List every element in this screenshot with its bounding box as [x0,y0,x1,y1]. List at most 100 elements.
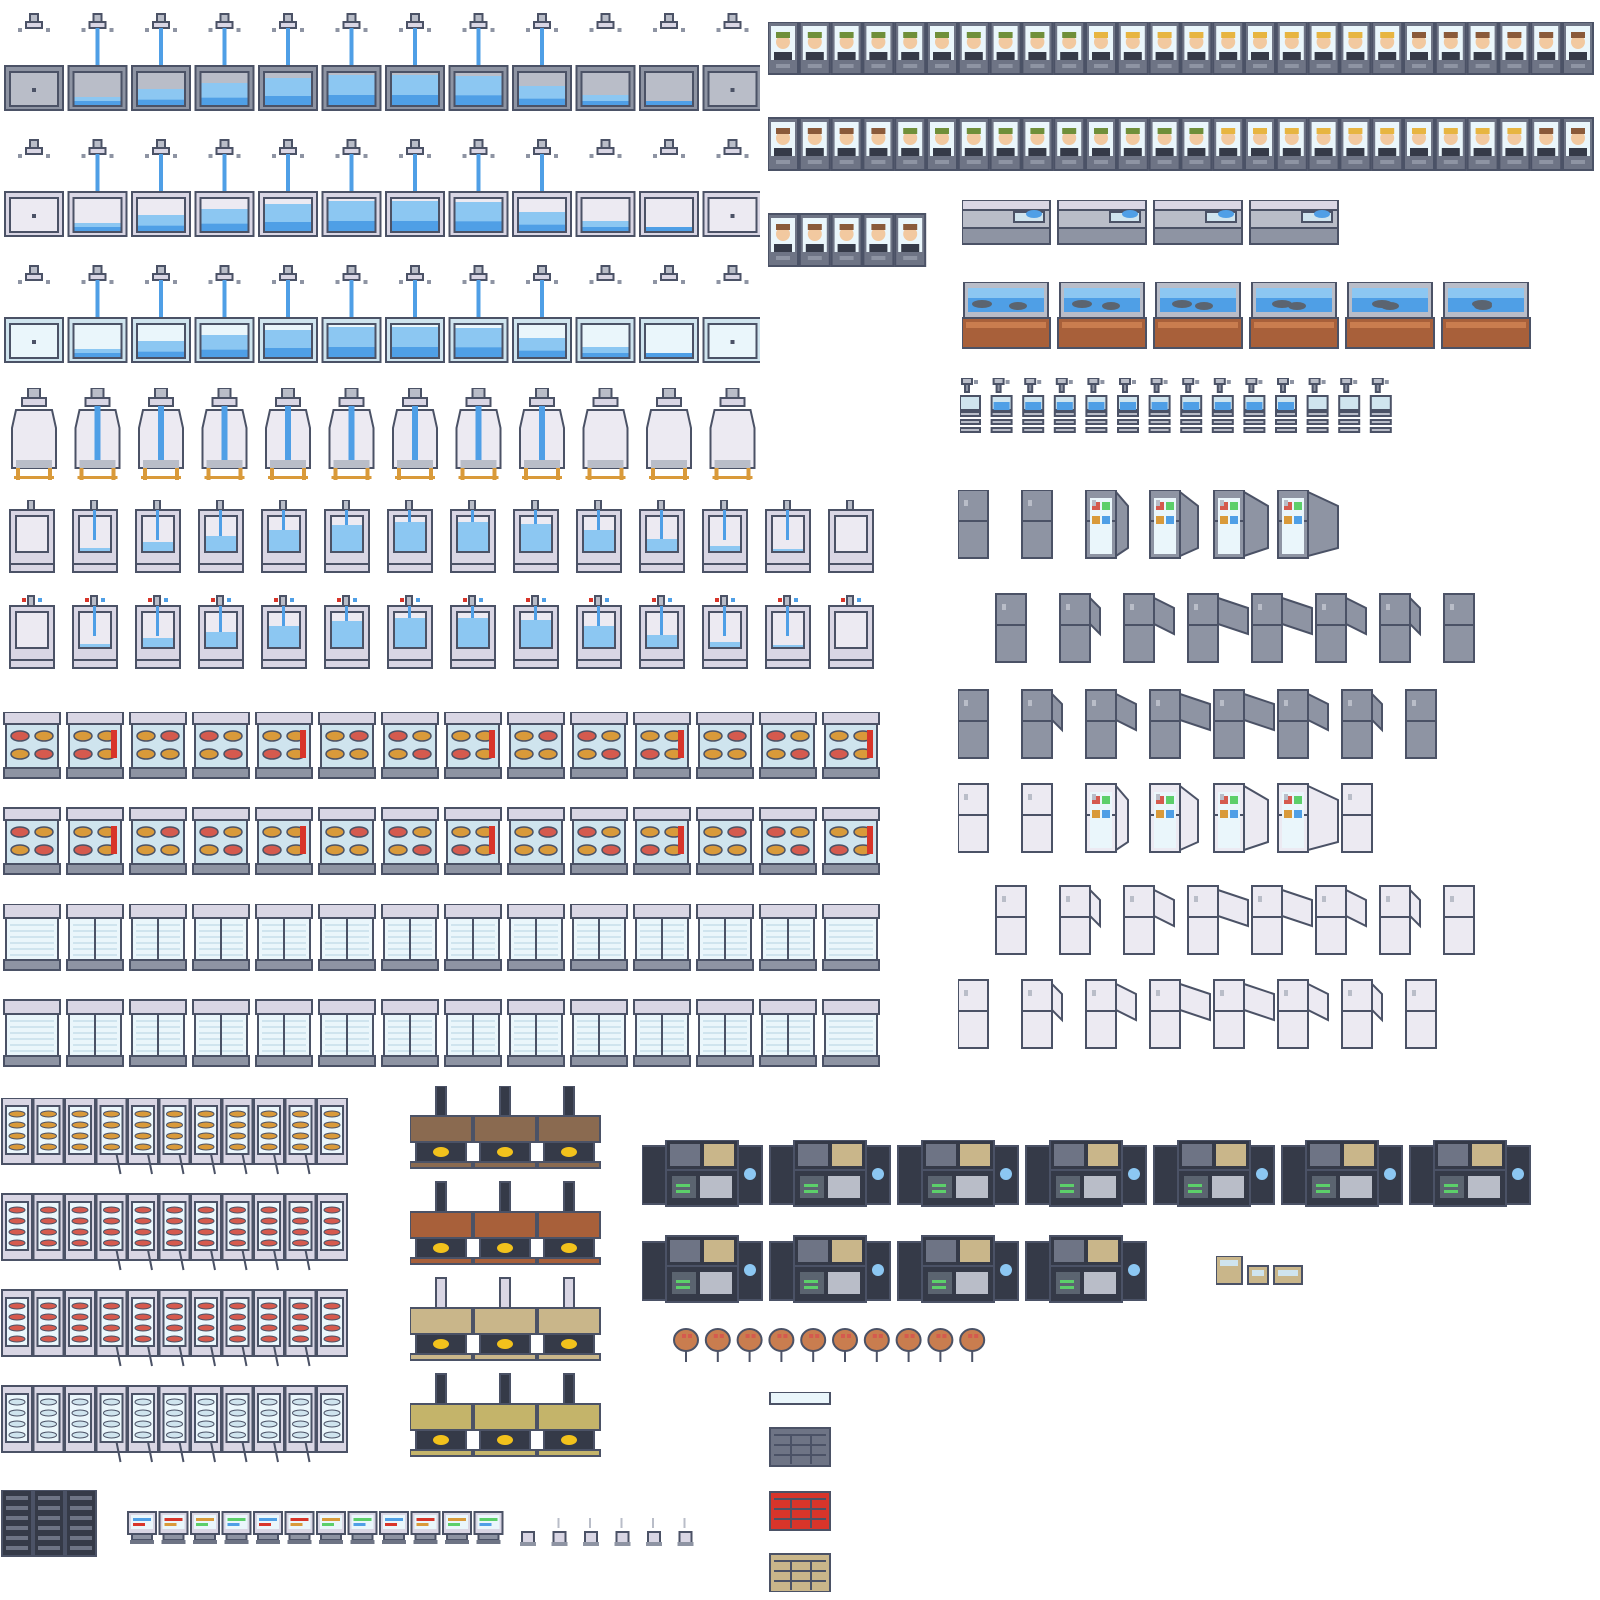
vending-machine-sprite [221,1385,254,1463]
vending-machine-sprite [253,1193,285,1271]
portrait-booth-sprite [894,117,927,171]
portrait-booth-sprite [1403,22,1435,75]
wall-sink-sprite [261,595,307,669]
roast-chicken-sprite [927,1328,954,1362]
vending-machine-sprite [127,1289,159,1367]
small-monitor-sprite [127,1511,157,1544]
tap-dispenser-sprite [1306,378,1329,433]
fridge-sprite [1149,979,1211,1049]
stove-sprite [537,1181,601,1265]
food-display-sprite [255,712,313,779]
small-monitor-sprite [473,1511,504,1544]
tap-dispenser-sprite [1148,378,1171,433]
vending-machine-sprite [284,1193,317,1271]
sink-sprite [131,265,191,363]
tap-dispenser-sprite [1211,378,1234,433]
shelf-sprite [769,1553,831,1592]
portrait-booth-sprite [1498,22,1531,75]
small-box-sprite [1216,1256,1243,1285]
fridge-sprite [1277,979,1329,1049]
sink-sprite [448,13,509,111]
counter-sprite [962,200,1051,245]
sink-sprite [258,265,318,363]
control-desk-sprite [1409,1140,1531,1207]
vending-machine-sprite [1,1289,33,1357]
portrait-booth-sprite [1244,117,1276,171]
vending-machine-sprite [190,1193,222,1271]
portrait-booth-sprite [1275,117,1308,171]
vending-machine-sprite [190,1289,222,1367]
tap-dispenser-sprite [1338,378,1361,433]
vending-machine-sprite [64,1098,96,1165]
stove-sprite [473,1277,537,1361]
water-cooler-sprite [646,388,692,480]
wall-sink-sprite [324,595,370,669]
vending-machine-sprite [316,1193,348,1261]
portrait-booth-sprite [862,22,895,75]
portrait-booth-sprite [1530,22,1563,75]
aquarium-sprite [1441,282,1531,349]
glass-cabinet-sprite [318,904,376,971]
control-desk-sprite [642,1235,763,1303]
portrait-booth-sprite [1180,117,1213,171]
wall-sink-sprite [576,500,622,573]
fridge-sprite [1341,783,1373,853]
wall-sink-sprite [387,500,433,573]
glass-cabinet-sprite [822,904,880,971]
wall-sink-rows [9,500,874,669]
sink-sprite [702,265,760,363]
sink-sprite [321,265,382,363]
sink-sprite [4,13,64,111]
portrait-booth-sprite [798,117,831,171]
fridge-sprite [958,979,989,1049]
fridge-sprite [1085,689,1137,759]
vending-machine-sprite [158,1193,191,1271]
portrait-booth-sprite [862,213,895,267]
wall-sink-sprite [261,500,307,573]
portrait-booth-sprite [1021,22,1054,75]
portrait-booth-sprite [957,117,990,171]
control-desk-sprite [1281,1140,1403,1207]
food-display-sprite [3,712,61,779]
sink-sprite [512,139,572,237]
stove-sprite [410,1181,473,1265]
sink-sprite [258,13,318,111]
glass-cabinet-sprite [507,904,565,971]
fridge-sprite [1149,490,1199,559]
sink-sprite [385,13,445,111]
glass-cabinet-sprite [633,999,691,1067]
portrait-booth-sprite [1053,22,1086,75]
wall-sink-sprite [450,500,496,573]
server-rack-sprite [33,1490,65,1557]
roast-chicken-sprite [832,1328,858,1362]
portrait-booth-sprite [1212,117,1245,171]
fridge-sprite [1341,979,1383,1049]
stove-sprite [410,1086,473,1169]
vending-machine-sprite [253,1098,285,1175]
wall-sink-sprite [9,595,55,669]
vending-machine-sprite [316,1289,348,1357]
fridge-sprite [1405,979,1437,1049]
wall-sink-sprite [513,595,559,669]
aquarium-sprite [1249,282,1339,349]
fridge-sprite [1213,490,1269,559]
sink-sprite [67,265,128,363]
shelf-sprite [769,1427,831,1467]
wall-sink-sprite [639,595,685,669]
portrait-booth-sprite [1085,117,1117,171]
portrait-booth-sprite [894,213,927,267]
food-display-sprite [192,807,250,875]
roast-chicken-sprite [959,1328,986,1362]
food-display-sprite [381,712,439,779]
roast-chicken-sprite [736,1328,763,1362]
fridge-sprite [1085,490,1129,559]
water-cooler-sprite [138,388,184,480]
glass-cabinet-sprite [696,904,754,971]
portrait-booth-sprite [1434,117,1467,171]
control-desk-sprite [642,1140,763,1207]
glass-cabinet-rows [3,904,880,1067]
control-desk-sprite [897,1235,1019,1303]
water-cooler-sprite [392,388,438,480]
coffee-cup-sprite [646,1518,662,1546]
wall-sink-sprite [828,595,874,669]
